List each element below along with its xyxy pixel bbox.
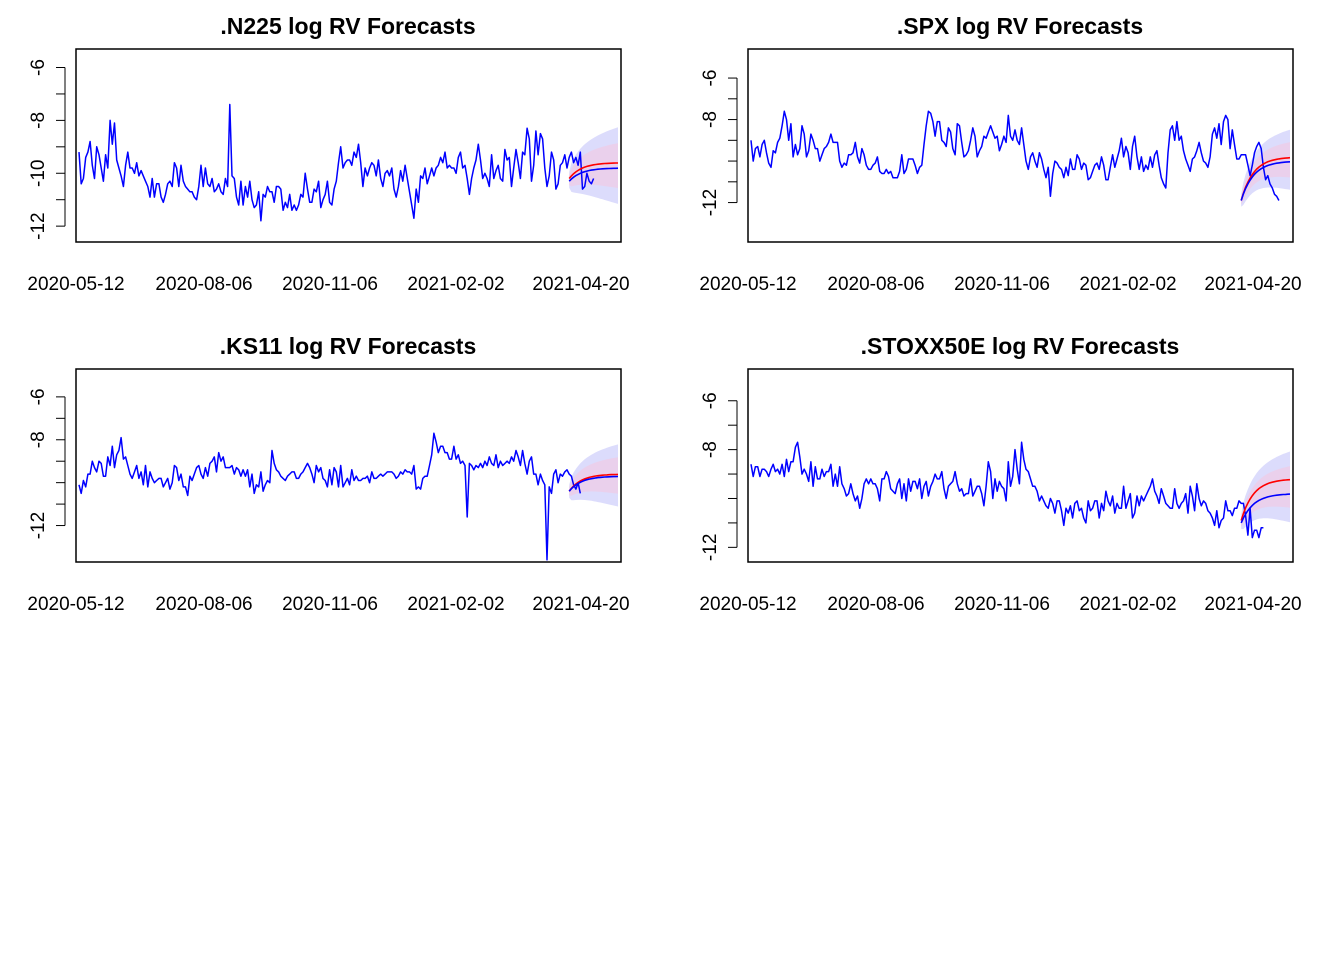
y-tick-label: -6 — [700, 70, 721, 87]
y-tick-label: -6 — [28, 59, 49, 76]
forecast-band-inner — [1241, 142, 1290, 205]
y-tick-label: -12 — [700, 534, 721, 561]
x-tick-label: 2020-08-06 — [155, 594, 252, 615]
y-axis: -6 -8 -12 — [28, 388, 66, 539]
x-axis: 2020-05-12 2020-08-06 2020-11-06 2021-02… — [27, 274, 629, 295]
x-tick-label: 2020-08-06 — [827, 274, 924, 295]
x-tick-label: 2020-08-06 — [155, 274, 252, 295]
y-tick-label: -6 — [28, 388, 49, 405]
x-tick-label: 2021-02-02 — [1079, 594, 1176, 615]
forecast-line-red — [1240, 156, 1291, 201]
observed-series-line — [750, 110, 1280, 201]
chart-panel-stoxx50e: .STOXX50E log RV Forecasts -6 -8 -12 2020-… — [699, 333, 1301, 615]
forecast-line-blue — [568, 167, 619, 182]
plot-area — [750, 441, 1291, 539]
x-tick-label: 2020-05-12 — [27, 274, 124, 295]
y-tick-label: -10 — [28, 160, 49, 187]
x-tick-label: 2020-11-06 — [282, 594, 378, 615]
chart-title: .KS11 log RV Forecasts — [220, 333, 477, 359]
y-tick-label: -8 — [700, 441, 721, 458]
plot-frame — [75, 48, 622, 243]
x-tick-label: 2021-04-20 — [1204, 274, 1301, 295]
x-tick-label: 2020-11-06 — [954, 594, 1050, 615]
x-tick-label: 2020-11-06 — [954, 274, 1050, 295]
x-tick-label: 2021-02-02 — [1079, 274, 1176, 295]
x-tick-label: 2021-04-20 — [1204, 594, 1301, 615]
observed-series-line — [750, 441, 1264, 539]
y-axis: -6 -8 -10 -12 — [28, 59, 66, 240]
x-tick-label: 2021-04-20 — [532, 594, 629, 615]
x-tick-label: 2021-02-02 — [407, 274, 504, 295]
chart-panel-n225: .N225 log RV Forecasts -6 -8 -10 -12 2020-0… — [27, 13, 629, 295]
y-axis: -6 -8 -12 — [700, 70, 738, 216]
forecast-line-blue — [1240, 493, 1291, 524]
chart-panel-ks11: .KS11 log RV Forecasts -6 -8 -12 2020-05-1… — [27, 333, 629, 615]
plot-frame — [747, 48, 1294, 243]
x-axis: 2020-05-12 2020-08-06 2020-11-06 2021-02… — [699, 274, 1301, 295]
y-tick-label: -8 — [700, 111, 721, 128]
chart-title: .N225 log RV Forecasts — [220, 13, 475, 39]
x-axis: 2020-05-12 2020-08-06 2020-11-06 2021-02… — [27, 594, 629, 615]
plot-frame — [75, 368, 622, 563]
plot-area — [78, 432, 619, 561]
x-tick-label: 2021-04-20 — [532, 274, 629, 295]
chart-title: .STOXX50E log RV Forecasts — [861, 333, 1180, 359]
forecast-line-blue — [1240, 161, 1291, 201]
x-tick-label: 2021-02-02 — [407, 594, 504, 615]
forecast-line-red — [568, 473, 619, 492]
chart-panel-spx: .SPX log RV Forecasts -6 -8 -12 2020-05-12… — [699, 13, 1301, 295]
forecast-line-red — [1240, 478, 1291, 521]
plot-frame — [747, 368, 1294, 563]
y-tick-label: -6 — [700, 392, 721, 409]
x-tick-label: 2020-11-06 — [282, 274, 378, 295]
x-axis: 2020-05-12 2020-08-06 2020-11-06 2021-02… — [699, 594, 1301, 615]
forecast-line-red — [568, 162, 618, 180]
plot-area — [78, 103, 619, 222]
observed-series-line — [78, 432, 582, 561]
observed-series-line — [78, 103, 595, 222]
y-tick-label: -8 — [28, 431, 49, 448]
chart-title: .SPX log RV Forecasts — [897, 13, 1143, 39]
y-tick-label: -12 — [28, 512, 49, 539]
y-axis: -6 -8 -12 — [700, 392, 738, 561]
x-tick-label: 2020-05-12 — [699, 594, 796, 615]
forecast-line-blue — [568, 475, 619, 492]
x-tick-label: 2020-05-12 — [27, 594, 124, 615]
y-tick-label: -8 — [28, 112, 49, 129]
y-tick-label: -12 — [700, 189, 721, 216]
x-tick-label: 2020-08-06 — [827, 594, 924, 615]
plot-area — [750, 110, 1291, 207]
y-tick-label: -12 — [28, 212, 49, 239]
x-tick-label: 2020-05-12 — [699, 274, 796, 295]
